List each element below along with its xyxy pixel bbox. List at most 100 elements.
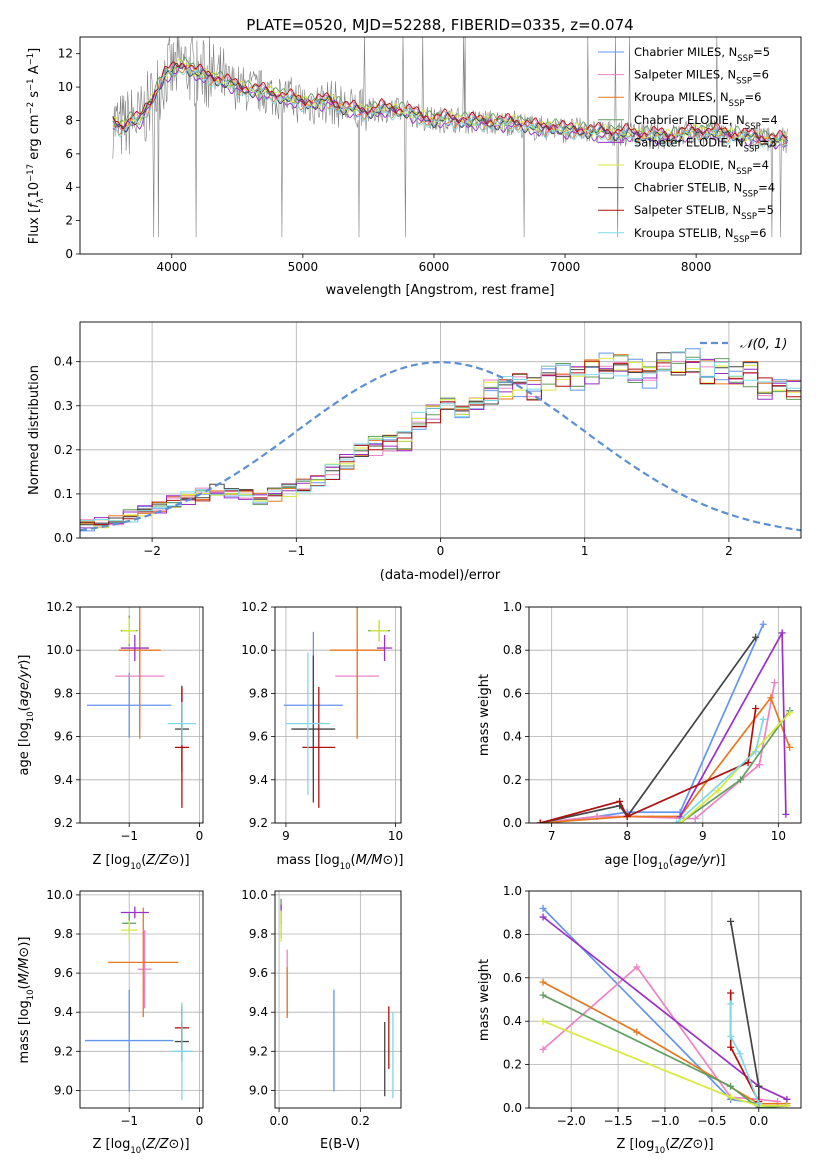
y-tick-label: 2 [65, 214, 73, 228]
x-axis-label: age [log10(age/yr)] [605, 853, 726, 872]
y-tick-label: 10.0 [46, 888, 73, 902]
x-axis-label: wavelength [Angstrom, rest frame] [326, 283, 555, 298]
x-axis-label: mass [log10(M/M⊙)] [277, 853, 404, 872]
weight-marker [771, 679, 779, 687]
age-vs-mass-axes: 9 10 9.2 9.4 9.6 9.8 10.0 10.2 [241, 600, 403, 843]
y-tick-label: 9.6 [54, 730, 73, 744]
y-tick-label: 9.2 [54, 1044, 73, 1058]
y-axis-label: Flux [fλ10−17 erg cm−2 s−1 A−1] [26, 48, 46, 244]
x-tick-label: 9 [699, 829, 707, 843]
y-tick-label: 12 [58, 47, 73, 61]
y-tick-label: 9.8 [249, 927, 268, 941]
histogram-step [80, 358, 801, 538]
y-tick-label: 0.4 [503, 730, 522, 744]
x-tick-label: 0.2 [351, 1114, 370, 1128]
weight-marker [539, 991, 547, 999]
histogram-step [80, 355, 801, 538]
y-tick-label: 9.8 [54, 686, 73, 700]
x-tick-label: 6000 [419, 260, 450, 274]
x-tick-label: 0 [196, 1114, 204, 1128]
x-tick-label: −2.0 [557, 1114, 586, 1128]
weight-marker [727, 1032, 735, 1040]
plot-area [80, 348, 801, 538]
weight-marker [539, 1045, 547, 1053]
axes-frame [274, 890, 402, 1109]
residual-axes: −2 −1 0 1 2 0.0 0.1 0.2 0.3 0.4 [54, 321, 802, 558]
plot-area [87, 607, 196, 808]
legend-label: Chabrier STELIB, NSSP=4 [634, 181, 775, 200]
x-tick-label: 8 [623, 829, 631, 843]
x-tick-label: 9 [282, 829, 290, 843]
y-tick-label: 1.0 [503, 884, 522, 898]
weight-marker [759, 620, 767, 628]
x-tick-label: 0 [437, 544, 445, 558]
legend-label: Salpeter MILES, NSSP=6 [634, 68, 769, 87]
weight-marker [727, 1082, 735, 1090]
x-axis-label: Z [log10(Z/Z⊙)] [92, 1137, 189, 1156]
spectrum-axes: 4000 5000 6000 7000 8000 0 2 4 6 8 10 12 [58, 36, 802, 274]
weight-marker [755, 1082, 763, 1090]
x-axis-label: (data-model)/error [380, 568, 501, 583]
plot-area [112, 37, 789, 238]
mass-vs-Z-axes: −1 0 9.0 9.2 9.4 9.6 9.8 10.0 [46, 888, 204, 1128]
observed-spectrum [112, 37, 788, 238]
weight-marker [755, 761, 763, 769]
y-tick-label: 1.0 [503, 600, 522, 614]
x-tick-label: −2 [143, 544, 161, 558]
age-vs-Z-axes: −1 0 9.2 9.4 9.6 9.8 10.0 10.2 [46, 600, 204, 843]
y-tick-label: 9.8 [249, 686, 268, 700]
weight-marker [759, 715, 767, 723]
weight-marker [752, 633, 760, 641]
y-tick-label: 9.8 [54, 927, 73, 941]
y-tick-label: 9.4 [54, 1005, 73, 1019]
weight-marker [727, 1000, 735, 1008]
axes-frame [79, 321, 802, 539]
y-tick-label: 9.6 [249, 966, 268, 980]
y-tick-label: 0.6 [503, 686, 522, 700]
y-tick-label: 0.2 [54, 443, 73, 457]
weight-marker [786, 743, 794, 751]
y-tick-label: 9.4 [54, 773, 73, 787]
weight-marker [714, 787, 722, 795]
legend-label: Salpeter ELODIE, NSSP=3 [634, 135, 777, 154]
model-spectrum [112, 65, 788, 147]
x-axis-label: Z [log10(Z/Z⊙)] [616, 1137, 713, 1156]
x-tick-label: 8000 [681, 260, 712, 274]
weight-marker [536, 819, 544, 823]
weight-marker [744, 759, 752, 767]
x-tick-label: 0 [196, 829, 204, 843]
y-tick-label: 0.8 [503, 643, 522, 657]
x-tick-label: 7 [548, 829, 556, 843]
plot-area [283, 607, 393, 808]
weight-marker [633, 963, 641, 971]
y-tick-label: 9.0 [54, 1083, 73, 1097]
x-tick-label: −1 [287, 544, 305, 558]
x-tick-label: −1.5 [604, 1114, 633, 1128]
x-tick-label: −0.5 [697, 1114, 726, 1128]
x-tick-label: 0.0 [270, 1114, 289, 1128]
y-tick-label: 10.0 [241, 643, 268, 657]
legend-label: Chabrier ELODIE, NSSP=4 [634, 113, 778, 132]
x-tick-label: 10 [388, 829, 403, 843]
spectrum-legend: Chabrier MILES, NSSP=5 Salpeter MILES, NS… [598, 45, 778, 245]
figure-title: PLATE=0520, MJD=52288, FIBERID=0335, z=0… [246, 16, 633, 34]
weight-marker [752, 705, 760, 713]
axes-frame [79, 36, 802, 255]
axes-frame [528, 606, 802, 824]
x-tick-label: 7000 [550, 260, 581, 274]
x-axis-label: E(B-V) [320, 1137, 360, 1152]
weight-marker [633, 1028, 641, 1036]
plot-area [539, 904, 791, 1108]
legend-label: Kroupa ELODIE, NSSP=4 [634, 158, 769, 177]
x-tick-label: 0.0 [749, 1114, 768, 1128]
y-tick-label: 4 [65, 180, 73, 194]
y-tick-label: 0.0 [503, 1101, 522, 1115]
y-tick-label: 0.3 [54, 399, 73, 413]
model-spectrum [112, 67, 788, 148]
y-tick-label: 10.0 [241, 888, 268, 902]
y-tick-label: 9.2 [249, 816, 268, 830]
y-tick-label: 9.4 [249, 1005, 268, 1019]
y-tick-label: 0 [65, 247, 73, 261]
histogram-step [80, 348, 801, 538]
